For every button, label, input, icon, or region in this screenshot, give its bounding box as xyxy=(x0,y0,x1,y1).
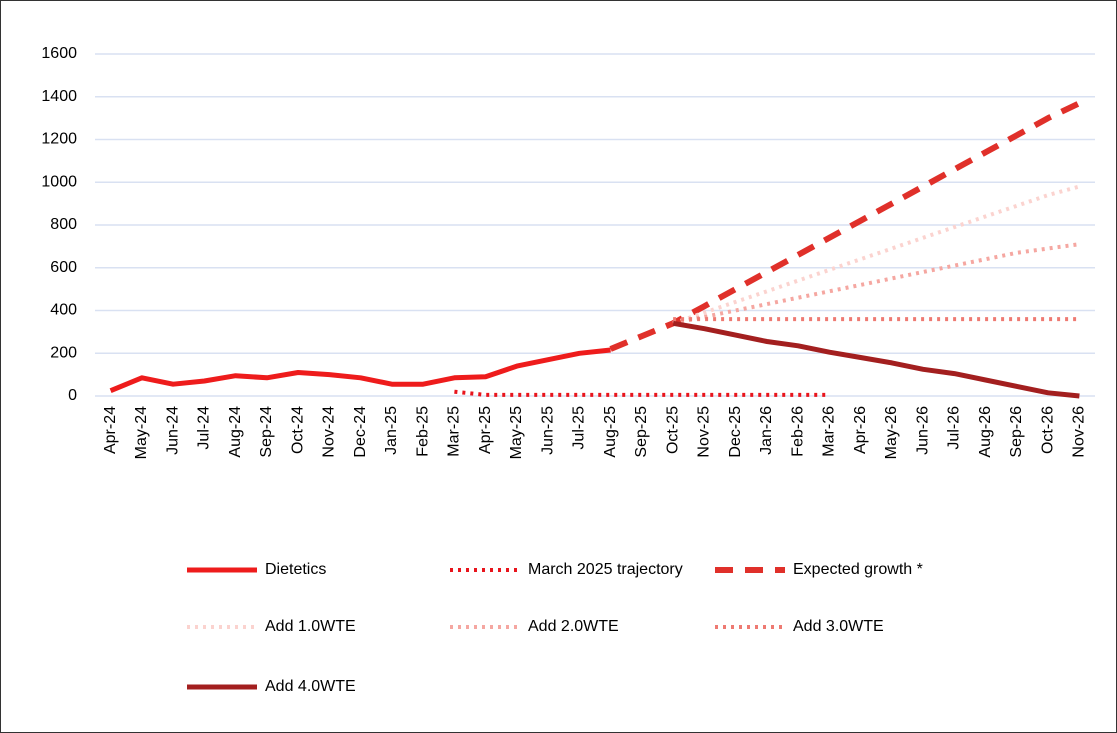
legend-label: Add 4.0WTE xyxy=(265,678,356,695)
y-tick-label: 1200 xyxy=(41,131,77,148)
x-tick-label: May-26 xyxy=(883,406,900,459)
series-line xyxy=(672,242,1080,326)
x-tick-label: Jul-26 xyxy=(946,406,963,450)
x-tick-label: Sep-25 xyxy=(633,406,650,458)
y-tick-label: 1400 xyxy=(41,88,77,105)
x-tick-label: Apr-25 xyxy=(477,406,494,454)
series-line xyxy=(109,347,611,394)
series-line xyxy=(672,184,1080,326)
x-tick-label: Nov-25 xyxy=(696,406,713,458)
x-tick-label: Jun-24 xyxy=(164,406,181,455)
x-tick-label: Aug-26 xyxy=(977,406,994,458)
y-tick-label: 400 xyxy=(50,302,77,319)
y-tick-label: 200 xyxy=(50,344,77,361)
legend-label: Dietetics xyxy=(265,561,326,578)
legend-label: Add 1.0WTE xyxy=(265,618,356,635)
x-tick-label: Mar-26 xyxy=(821,406,838,457)
legend-label: Expected growth * xyxy=(793,561,923,578)
x-tick-label: Apr-26 xyxy=(852,406,869,454)
x-tick-label: May-25 xyxy=(508,406,525,459)
y-tick-label: 600 xyxy=(50,259,77,276)
series-line xyxy=(454,389,830,397)
x-tick-label: May-24 xyxy=(133,406,150,459)
legend-label: Add 3.0WTE xyxy=(793,618,884,635)
legend-label: Add 2.0WTE xyxy=(528,618,619,635)
x-tick-label: Nov-26 xyxy=(1071,406,1088,458)
x-tick-label: Nov-24 xyxy=(321,406,338,458)
y-tick-label: 800 xyxy=(50,216,77,233)
y-tick-label: 1000 xyxy=(41,173,77,190)
x-tick-label: Dec-24 xyxy=(352,406,369,458)
series-line xyxy=(672,320,1080,399)
x-tick-label: Mar-25 xyxy=(446,406,463,457)
x-tick-label: Feb-25 xyxy=(414,406,431,457)
x-tick-label: Jul-24 xyxy=(196,406,213,450)
x-tick-label: Oct-26 xyxy=(1039,406,1056,454)
x-tick-label: Jun-25 xyxy=(539,406,556,455)
x-tick-label: Dec-25 xyxy=(727,406,744,458)
x-tick-label: Oct-24 xyxy=(289,406,306,454)
y-tick-label: 0 xyxy=(68,387,77,404)
x-tick-label: Sep-24 xyxy=(258,406,275,458)
x-tick-label: Aug-24 xyxy=(227,406,244,458)
legend-label: March 2025 trajectory xyxy=(528,561,683,578)
x-tick-label: Jul-25 xyxy=(571,406,588,450)
x-tick-label: Apr-24 xyxy=(102,406,119,454)
x-tick-label: Feb-26 xyxy=(789,406,806,457)
x-tick-label: Sep-26 xyxy=(1008,406,1025,458)
x-tick-label: Jan-26 xyxy=(758,406,775,455)
y-tick-label: 1600 xyxy=(41,45,77,62)
x-tick-label: Oct-25 xyxy=(664,406,681,454)
x-tick-label: Aug-25 xyxy=(602,406,619,458)
x-tick-label: Jan-25 xyxy=(383,406,400,455)
x-tick-label: Jun-26 xyxy=(914,406,931,455)
